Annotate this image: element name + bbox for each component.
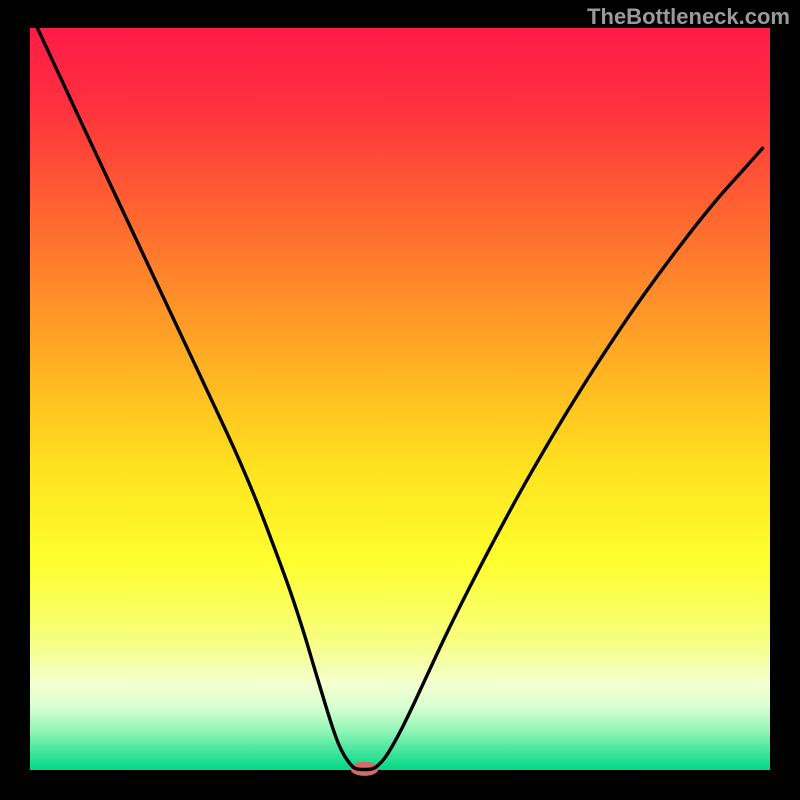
chart-svg (0, 0, 800, 800)
watermark-text: TheBottleneck.com (587, 4, 790, 30)
plot-gradient (30, 28, 770, 770)
chart-stage: TheBottleneck.com (0, 0, 800, 800)
